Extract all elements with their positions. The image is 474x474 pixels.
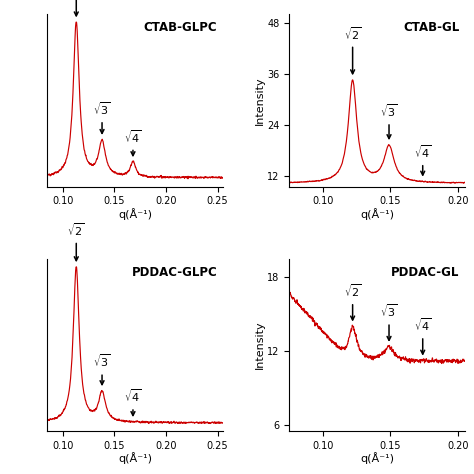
- Y-axis label: Intensity: Intensity: [255, 76, 264, 125]
- Text: PDDAC-GL: PDDAC-GL: [391, 266, 459, 279]
- Text: CTAB-GLPC: CTAB-GLPC: [144, 21, 218, 34]
- Text: $\sqrt{4}$: $\sqrt{4}$: [124, 128, 142, 155]
- Text: $\sqrt{2}$: $\sqrt{2}$: [67, 0, 85, 16]
- Text: $\sqrt{3}$: $\sqrt{3}$: [93, 100, 111, 133]
- Text: $\sqrt{2}$: $\sqrt{2}$: [344, 25, 362, 74]
- Text: $\sqrt{3}$: $\sqrt{3}$: [380, 102, 398, 138]
- Text: CTAB-GL: CTAB-GL: [403, 21, 459, 34]
- Text: $\sqrt{2}$: $\sqrt{2}$: [344, 283, 362, 320]
- Y-axis label: Intensity: Intensity: [255, 321, 264, 369]
- X-axis label: q(Å⁻¹): q(Å⁻¹): [360, 208, 394, 219]
- X-axis label: q(Å⁻¹): q(Å⁻¹): [118, 208, 152, 219]
- Text: $\sqrt{3}$: $\sqrt{3}$: [93, 353, 111, 384]
- Text: $\sqrt{4}$: $\sqrt{4}$: [414, 317, 432, 354]
- Text: PDDAC-GLPC: PDDAC-GLPC: [132, 266, 218, 279]
- X-axis label: q(Å⁻¹): q(Å⁻¹): [360, 453, 394, 465]
- X-axis label: q(Å⁻¹): q(Å⁻¹): [118, 453, 152, 465]
- Text: $\sqrt{3}$: $\sqrt{3}$: [380, 303, 398, 340]
- Text: $\sqrt{4}$: $\sqrt{4}$: [124, 388, 142, 416]
- Text: $\sqrt{4}$: $\sqrt{4}$: [414, 143, 432, 175]
- Text: $\sqrt{2}$: $\sqrt{2}$: [67, 221, 85, 261]
